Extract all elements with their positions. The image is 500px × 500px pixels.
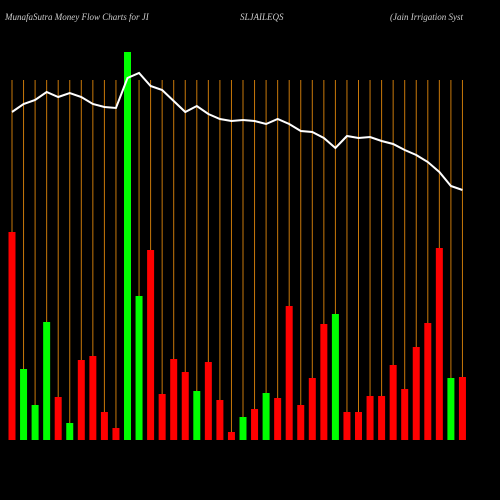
bar [447, 378, 455, 440]
bar [158, 394, 166, 440]
bar [20, 369, 28, 440]
bar [343, 412, 351, 440]
bar [135, 296, 143, 440]
bar [424, 323, 432, 440]
bar [331, 314, 339, 440]
bar [378, 396, 386, 440]
bar [204, 362, 212, 440]
bar [366, 396, 374, 440]
bar [89, 356, 97, 440]
chart-title: SLJAILEQS [240, 12, 284, 22]
bar [274, 398, 282, 440]
bar [389, 365, 397, 440]
bar [77, 360, 85, 440]
line [11, 71, 463, 191]
bar [43, 322, 51, 440]
bar [239, 417, 247, 440]
bar [193, 391, 201, 440]
bar [147, 250, 155, 440]
bar [412, 347, 420, 440]
bar [54, 397, 62, 440]
chart-title: MunafaSutra Money Flow Charts for JI [4, 12, 150, 22]
bar [181, 372, 189, 440]
bar [285, 306, 293, 440]
bar [100, 412, 108, 440]
bar [66, 423, 74, 440]
bar [8, 232, 16, 440]
bar [262, 393, 270, 440]
bar [170, 359, 178, 440]
bar [124, 52, 131, 440]
bar [308, 378, 316, 440]
bar [112, 428, 120, 440]
bar [216, 400, 224, 440]
bar [251, 409, 259, 440]
bar [401, 389, 409, 440]
chart-title: (Jain Irrigation Syst [390, 12, 463, 22]
bar [458, 377, 466, 440]
bar [227, 432, 235, 440]
bar [435, 248, 443, 440]
bar [31, 405, 39, 440]
bar [320, 324, 328, 440]
bar [297, 405, 305, 440]
bar [355, 412, 362, 440]
